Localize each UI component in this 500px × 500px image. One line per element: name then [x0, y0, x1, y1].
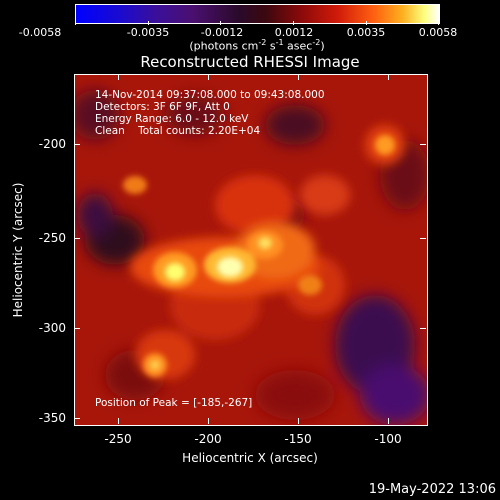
image-title: Reconstructed RHESSI Image [140, 53, 360, 71]
energy-range-label: Energy Range: 6.0 - 12.0 keV [95, 113, 249, 125]
colorbar-tick-mark [366, 21, 367, 25]
y-tick-label: -250 [38, 231, 66, 245]
y-tick-mark [420, 238, 426, 239]
colorbar-tick-mark [438, 21, 439, 25]
x-tick-label: -100 [374, 432, 402, 446]
rhessi-image [74, 74, 428, 426]
colorbar-tick-label: 0.0035 [346, 26, 386, 39]
x-tick-mark [118, 418, 119, 424]
colorbar-units: (photons cm-2 s-1 asec-2) [189, 38, 325, 53]
colorbar-tick-mark [293, 21, 294, 25]
colorbar-tick-mark [148, 21, 149, 25]
y-tick-label: -300 [38, 321, 66, 335]
y-axis-label: Heliocentric Y (arcsec) [11, 182, 25, 318]
colorbar-tick-mark [75, 21, 76, 25]
generation-timestamp: 19-May-2022 13:06 [368, 482, 496, 497]
colorbar-tick-label: -0.0035 [126, 26, 170, 39]
y-tick-mark [74, 418, 80, 419]
colorbar-tick-label: 0.0058 [418, 26, 458, 39]
x-tick-mark [298, 74, 299, 80]
colorbar-tick-label: -0.0012 [200, 26, 244, 39]
clean-total-counts-label: Clean Total counts: 2.20E+04 [95, 125, 261, 137]
x-tick-mark [118, 74, 119, 80]
x-tick-mark [388, 74, 389, 80]
colorbar [75, 4, 440, 24]
x-tick-mark [208, 418, 209, 424]
detectors-label: Detectors: 3F 6F 9F, Att 0 [95, 101, 230, 113]
x-tick-label: -250 [104, 432, 132, 446]
y-tick-label: -200 [38, 137, 66, 151]
y-tick-mark [74, 144, 80, 145]
colorbar-tick-mark [220, 21, 221, 25]
x-tick-label: -200 [194, 432, 222, 446]
rhessi-image-map [75, 75, 427, 425]
x-tick-mark [388, 418, 389, 424]
x-tick-label: -150 [284, 432, 312, 446]
x-tick-mark [208, 74, 209, 80]
x-tick-mark [298, 418, 299, 424]
time-range-label: 14-Nov-2014 09:37:08.000 to 09:43:08.000 [95, 89, 325, 101]
colorbar-tick-label: -0.0058 [18, 26, 62, 39]
peak-position-label: Position of Peak = [-185,-267] [95, 397, 253, 409]
y-tick-label: -350 [38, 411, 66, 425]
y-tick-mark [420, 144, 426, 145]
y-tick-mark [420, 328, 426, 329]
y-tick-mark [74, 238, 80, 239]
y-tick-mark [74, 328, 80, 329]
x-axis-label: Heliocentric X (arcsec) [182, 451, 318, 465]
colorbar-tick-label: 0.0012 [274, 26, 314, 39]
